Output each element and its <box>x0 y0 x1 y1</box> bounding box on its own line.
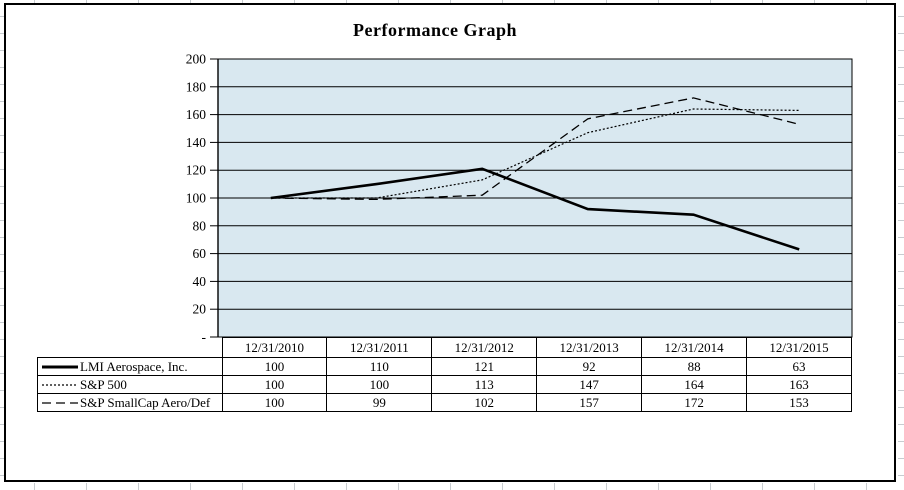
table-body: LMI Aerospace, Inc. 100 110 121 92 88 63 S&P 50… <box>37 356 852 413</box>
table-value-cell: 100 <box>221 356 328 377</box>
table-value-cell: 102 <box>431 393 538 413</box>
table-row-series-1: S&P 500 100 100 113 147 164 163 <box>37 375 852 395</box>
table-header-date: 12/31/2012 <box>431 337 538 358</box>
y-axis-label: 80 <box>193 218 207 233</box>
y-axis-label: 20 <box>193 302 207 317</box>
dotted-line-marker-icon <box>42 384 78 386</box>
y-axis-label: 40 <box>193 274 207 289</box>
y-axis-label: 60 <box>193 246 207 261</box>
table-value-cell: 121 <box>431 356 538 377</box>
legend-label: LMI Aerospace, Inc. <box>80 359 188 375</box>
worksheet-gridline-ticks-right <box>898 0 904 490</box>
worksheet-gridline-ticks-bottom <box>0 483 904 490</box>
y-axis-label: 100 <box>186 191 207 206</box>
table-value-cell: 99 <box>326 393 433 413</box>
y-axis-label: 180 <box>186 79 207 94</box>
y-axis-label: - <box>202 330 207 345</box>
table-value-cell: 153 <box>746 393 852 413</box>
worksheet-gridline-ticks-left <box>0 0 4 490</box>
legend-cell-1: S&P 500 <box>37 375 223 395</box>
table-value-cell: 88 <box>641 356 748 377</box>
table-value-cell: 172 <box>641 393 748 413</box>
legend-cell-0: LMI Aerospace, Inc. <box>37 356 223 377</box>
y-axis-label: 140 <box>186 135 207 150</box>
table-value-cell: 100 <box>221 375 328 395</box>
series-line-1 <box>270 108 800 199</box>
table-header-date: 12/31/2011 <box>326 337 433 358</box>
table-row-series-2: S&P SmallCap Aero/Def 100 99 102 157 172 153 <box>37 393 852 413</box>
table-value-cell: 157 <box>536 393 643 413</box>
table-value-cell: 110 <box>326 356 433 377</box>
series-line-2 <box>270 97 800 201</box>
table-header: 12/31/2010 12/31/2011 12/31/2012 12/31/2013… <box>38 337 852 358</box>
legend-label: S&P 500 <box>80 377 127 393</box>
table-header-date: 12/31/2013 <box>536 337 643 358</box>
table-value-cell: 63 <box>746 356 852 377</box>
series-line-0 <box>270 167 800 251</box>
table-value-cell: 100 <box>221 393 328 413</box>
table-value-cell: 147 <box>536 375 643 395</box>
performance-data-table: 12/31/2010 12/31/2011 12/31/2012 12/31/2013… <box>37 337 852 413</box>
performance-line-chart: - 20 40 60 80 100 120 140 160 180 200 <box>186 52 853 345</box>
y-axis-label: 120 <box>186 163 207 178</box>
worksheet-gridline-ticks-top <box>0 0 904 3</box>
legend-cell-2: S&P SmallCap Aero/Def <box>37 393 223 413</box>
table-header-date: 12/31/2014 <box>641 337 748 358</box>
table-value-cell: 113 <box>431 375 538 395</box>
y-axis-label: 200 <box>186 52 207 67</box>
dashed-line-marker-icon <box>42 402 78 404</box>
legend-label: S&P SmallCap Aero/Def <box>80 395 211 411</box>
table-row-series-0: LMI Aerospace, Inc. 100 110 121 92 88 63 <box>37 356 852 377</box>
table-header-date: 12/31/2015 <box>746 337 852 358</box>
table-value-cell: 163 <box>746 375 852 395</box>
table-header-date: 12/31/2010 <box>221 337 328 358</box>
table-value-cell: 100 <box>326 375 433 395</box>
table-corner-cell <box>38 338 223 358</box>
solid-line-marker-icon <box>42 365 78 369</box>
table-value-cell: 164 <box>641 375 748 395</box>
chart-title: Performance Graph <box>353 20 517 40</box>
y-axis-label: 160 <box>186 107 207 122</box>
table-value-cell: 92 <box>536 356 643 377</box>
table-header-row: 12/31/2010 12/31/2011 12/31/2012 12/31/2013… <box>38 337 852 358</box>
